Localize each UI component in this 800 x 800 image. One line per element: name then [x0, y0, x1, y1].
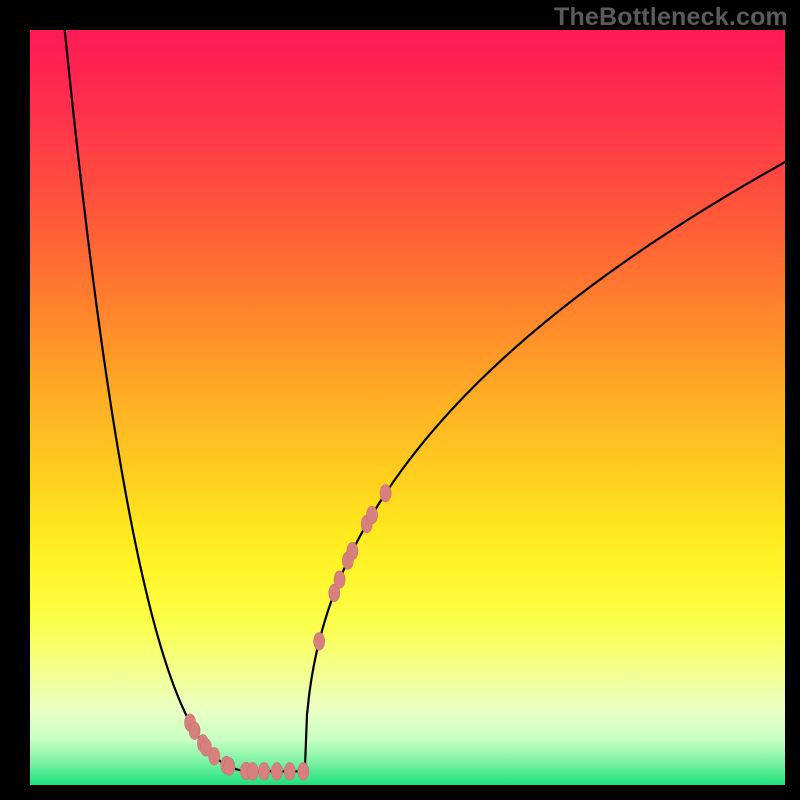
curve-marker — [271, 763, 282, 781]
curve-marker — [284, 763, 295, 781]
curve-marker — [247, 763, 258, 781]
curve-marker — [259, 763, 270, 781]
curve-marker — [380, 484, 391, 502]
curve-marker — [224, 758, 235, 776]
gradient-background — [30, 30, 785, 785]
curve-marker — [334, 571, 345, 589]
curve-marker — [209, 747, 220, 765]
curve-marker — [314, 633, 325, 651]
curve-marker — [347, 542, 358, 560]
curve-marker — [367, 506, 378, 524]
chart-svg — [30, 30, 785, 785]
watermark-text: TheBottleneck.com — [554, 3, 788, 32]
curve-marker — [298, 763, 309, 781]
figure-root: TheBottleneck.com — [0, 0, 800, 800]
curve-marker — [189, 722, 200, 740]
plot-area — [30, 30, 785, 785]
